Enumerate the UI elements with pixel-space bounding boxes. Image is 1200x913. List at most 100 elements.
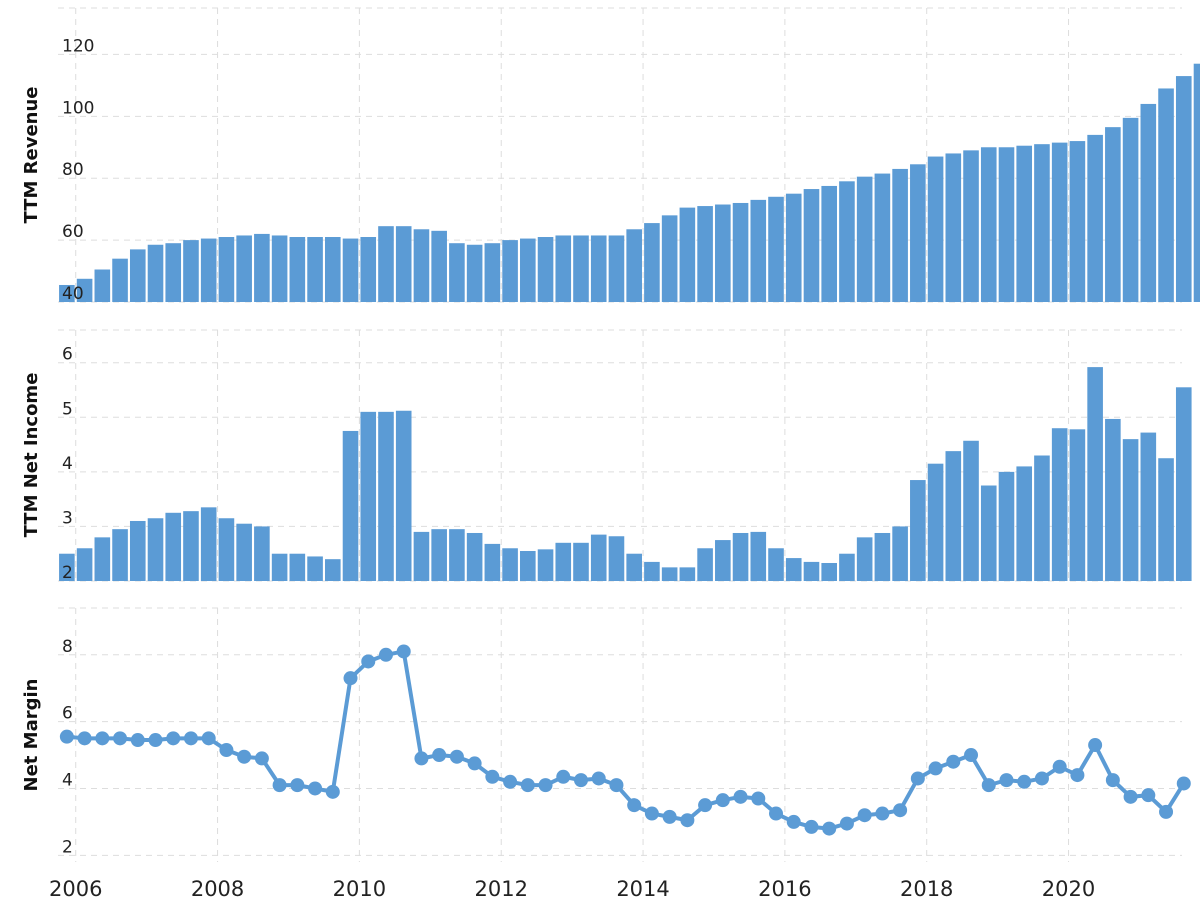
bar (520, 550, 536, 581)
bar (147, 518, 164, 581)
series-line (66, 649, 1186, 831)
data-point (627, 798, 642, 813)
bar (608, 235, 625, 302)
bar (484, 243, 501, 302)
data-point (343, 671, 358, 686)
y-tick-label: 3 (62, 508, 73, 528)
bar (112, 258, 128, 302)
bar (874, 173, 891, 302)
bar (963, 440, 979, 581)
bar (59, 553, 75, 581)
data-point (556, 769, 571, 784)
bar (289, 237, 306, 302)
data-point (1123, 789, 1138, 804)
bar (768, 548, 784, 581)
bar (892, 526, 908, 581)
data-point (1176, 776, 1191, 791)
data-point (680, 813, 695, 828)
data-point (183, 731, 198, 746)
data-point (272, 778, 287, 793)
bar (94, 269, 111, 302)
data-point (130, 733, 145, 748)
data-point (733, 789, 748, 804)
data-point (77, 731, 92, 746)
x-tick-label: 2014 (616, 877, 669, 901)
bar (892, 168, 908, 302)
bar (821, 185, 837, 302)
y-tick-label: 40 (62, 284, 84, 304)
x-tick-label: 2020 (1042, 877, 1095, 901)
data-point (946, 754, 961, 769)
bar (76, 278, 93, 302)
data-point (1088, 738, 1103, 753)
data-point (1017, 774, 1032, 789)
bar (732, 532, 749, 581)
data-point (1159, 804, 1174, 819)
data-point (520, 778, 535, 793)
bar (129, 520, 146, 581)
data-point (414, 751, 429, 766)
bar (200, 507, 217, 581)
bar (1158, 88, 1174, 302)
bar (980, 485, 997, 581)
bar (1034, 144, 1050, 302)
bar (626, 553, 642, 581)
bar (360, 237, 377, 302)
bar (1034, 455, 1050, 581)
bar (1051, 428, 1068, 581)
bar (856, 537, 873, 581)
y-axis-label: TTM Net Income (21, 373, 42, 538)
data-point (290, 778, 305, 793)
data-point (378, 647, 393, 662)
x-tick-label: 2012 (474, 877, 527, 901)
bar (502, 548, 518, 581)
y-axis-label: TTM Revenue (21, 87, 42, 224)
bar (1140, 432, 1157, 581)
y-tick-label: 80 (62, 160, 84, 180)
data-point (591, 771, 606, 786)
bar (839, 181, 855, 302)
data-point (237, 749, 252, 764)
bar (324, 559, 341, 581)
data-point (1141, 788, 1156, 803)
data-point (609, 778, 624, 793)
y-tick-label: 120 (62, 36, 94, 56)
bar (431, 529, 447, 581)
bar (555, 235, 572, 302)
data-point (59, 729, 74, 744)
data-point (573, 773, 588, 788)
bar (1193, 63, 1200, 302)
bar (1175, 387, 1192, 581)
data-point (910, 771, 925, 786)
data-point (1034, 771, 1049, 786)
bar (200, 238, 217, 302)
data-point (254, 751, 269, 766)
bar (94, 537, 111, 581)
bar (1105, 418, 1121, 581)
bar (608, 536, 625, 581)
bar (715, 540, 731, 581)
bar (395, 410, 412, 581)
bar (1069, 429, 1086, 581)
x-tick-label: 2010 (333, 877, 386, 901)
bar (1016, 145, 1033, 302)
bar (76, 548, 93, 581)
net-income-panel: 2 3 4 5 6 TTM Net Income (21, 329, 1192, 583)
x-tick-label: 2008 (191, 877, 244, 901)
bar (1069, 141, 1086, 302)
bar (378, 411, 394, 581)
data-point (432, 748, 447, 763)
data-point (857, 808, 872, 823)
bar (785, 558, 802, 581)
bar (1105, 127, 1121, 302)
data-point (396, 644, 411, 659)
data-point (822, 821, 837, 836)
bar (732, 202, 749, 302)
bar (537, 237, 554, 302)
bar (360, 411, 377, 581)
bar (661, 567, 678, 581)
data-point (751, 791, 766, 806)
bar (750, 199, 767, 302)
data-point (786, 814, 801, 829)
